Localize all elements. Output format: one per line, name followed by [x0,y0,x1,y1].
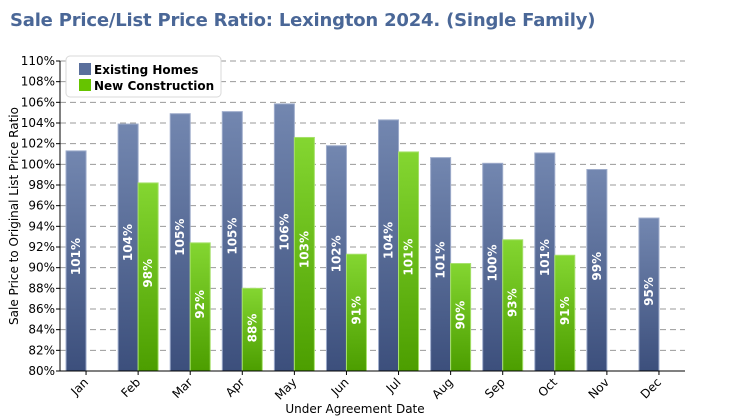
y-tick-label: 106% [21,95,55,109]
x-tick-label: Apr [223,375,248,400]
y-tick-label: 110% [21,54,55,68]
bar-label-existing-homes: 100% [486,244,500,281]
bar-label-new-construction: 98% [141,259,155,288]
x-tick-label: Oct [535,375,560,400]
legend-swatch-existing-homes [79,63,91,75]
x-tick-label: Mar [169,375,195,401]
x-tick-label: Nov [586,375,612,401]
bar-label-new-construction: 88% [245,314,259,343]
bar-label-new-construction: 103% [297,231,311,268]
bar-label-new-construction: 92% [193,290,207,319]
x-axis-title: Under Agreement Date [285,402,424,416]
x-tick-label: Jul [383,375,404,396]
y-axis-title: Sale Price to Original List Price Ratio [7,107,21,325]
y-tick-label: 102% [21,137,55,151]
y-tick-label: 100% [21,157,55,171]
bar-label-new-construction: 91% [558,296,572,325]
legend-label-existing-homes: Existing Homes [94,63,198,77]
y-tick-label: 90% [28,261,55,275]
y-tick-label: 80% [28,364,55,378]
x-tick-label: Jun [328,375,352,399]
y-axis-ticks: 80% 82% 84% 86% 88% 90% 92% 94% 96% 98% 100% 102% 10… [21,54,60,378]
bar-label-existing-homes: 101% [434,242,448,279]
bar-label-existing-homes: 105% [173,219,187,256]
x-tick-label: Jan [67,375,91,399]
y-tick-label: 92% [28,240,55,254]
x-tick-label: May [272,375,299,402]
gridlines [60,60,685,351]
legend: Existing Homes New Construction [65,55,222,98]
bar-label-existing-homes: 104% [382,222,396,259]
legend-label-new-construction: New Construction [94,79,214,93]
x-tick-label: Dec [638,375,664,401]
y-tick-label: 108% [21,75,55,89]
bar-label-existing-homes: 104% [121,224,135,261]
bar-label-existing-homes: 106% [277,214,291,251]
x-tick-label: Feb [118,375,143,400]
axes [59,61,685,372]
bar-label-new-construction: 91% [349,296,363,325]
bar-label-existing-homes: 95% [642,277,656,306]
legend-swatch-new-construction [79,79,91,91]
bars [65,103,660,372]
bar-label-existing-homes: 105% [225,218,239,255]
bar-label-new-construction: 90% [454,301,468,330]
y-tick-label: 96% [28,199,55,213]
y-tick-label: 98% [28,178,55,192]
bar-label-existing-homes: 101% [69,238,83,275]
y-tick-label: 86% [28,302,55,316]
legend-box [65,55,222,98]
x-tick-label: Sep [482,375,508,401]
bar-label-existing-homes: 101% [538,239,552,276]
y-tick-label: 104% [21,116,55,130]
bar-label-new-construction: 93% [506,288,520,317]
y-tick-label: 94% [28,219,55,233]
x-tick-label: Aug [429,375,455,401]
x-axis-ticks: Jan Feb Mar Apr May Jun Jul Aug Sep Oct Nov Dec [67,371,664,403]
chart-title: Sale Price/List Price Ratio: Lexington 2… [10,10,596,31]
y-tick-label: 84% [28,323,55,337]
bar-labels: 101% 104% 98% 105% 92% 105% 88% 106% 103% 102% 91%… [69,214,656,343]
y-tick-label: 88% [28,281,55,295]
y-tick-label: 82% [28,343,55,357]
bar-label-existing-homes: 99% [590,252,604,281]
bar-label-new-construction: 101% [402,239,416,276]
bar-label-existing-homes: 102% [329,235,343,272]
